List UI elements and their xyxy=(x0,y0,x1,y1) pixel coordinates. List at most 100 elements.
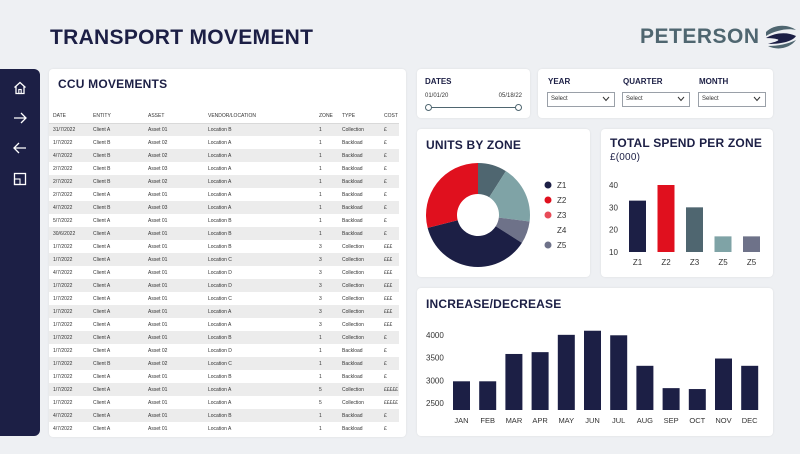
bar[interactable] xyxy=(662,388,680,410)
table-cell: Backload xyxy=(338,409,380,422)
table-row[interactable]: 2/7/2022 Client B Asset 03 Location A 1 Backl… xyxy=(49,162,399,175)
x-tick-label: MAY xyxy=(558,416,574,425)
year-select[interactable]: Select xyxy=(547,92,615,107)
month-label: MONTH xyxy=(699,77,729,86)
table-row[interactable]: 4/7/2022 Client A Asset 01 Location D 3 Colle… xyxy=(49,266,399,279)
table-cell: Collection xyxy=(338,253,380,266)
table-row[interactable]: 1/7/2022 Client B Asset 02 Location A 1 Backl… xyxy=(49,136,399,149)
table-row[interactable]: 4/7/2022 Client B Asset 02 Location A 1 Backl… xyxy=(49,149,399,162)
table-cell: Location C xyxy=(204,357,315,370)
date-start-value[interactable]: 01/01/20 xyxy=(425,93,449,99)
table-cell: Location B xyxy=(208,373,232,380)
bar[interactable] xyxy=(584,330,601,410)
month-select[interactable]: Select xyxy=(698,92,766,107)
bar[interactable] xyxy=(688,389,706,410)
table-row[interactable]: 1/7/2022 Client A Asset 02 Location D 1 Backl… xyxy=(49,344,399,357)
date-end-value[interactable]: 05/18/22 xyxy=(498,93,522,99)
dates-label: DATES xyxy=(425,77,452,86)
table-row[interactable]: 31/7/2022 Client A Asset 01 Location B 1 Coll… xyxy=(49,123,399,136)
bar[interactable] xyxy=(741,365,759,410)
table-cell: Asset 02 xyxy=(144,357,204,370)
table-row[interactable]: 1/7/2022 Client A Asset 01 Location A 5 Colle… xyxy=(49,383,399,396)
nav-home-button[interactable] xyxy=(0,75,40,101)
nav-layout-button[interactable] xyxy=(0,166,40,192)
column-header[interactable]: TYPE xyxy=(338,109,380,124)
bar[interactable] xyxy=(629,200,646,252)
pie-slice[interactable] xyxy=(478,163,506,198)
table-cell: 2/7/2022 xyxy=(53,165,73,172)
x-tick-label: Z1 xyxy=(633,258,643,267)
bar[interactable] xyxy=(479,381,497,410)
table-row[interactable]: 1/7/2022 Client A Asset 01 Location C 3 Colle… xyxy=(49,253,399,266)
table-cell: 1 xyxy=(315,123,338,136)
table-cell: Client A xyxy=(93,399,111,406)
date-slider-end-handle[interactable] xyxy=(515,104,522,111)
table-cell: Backload xyxy=(342,347,363,354)
bar[interactable] xyxy=(743,236,760,252)
y-tick-label: 20 xyxy=(609,226,618,235)
pie-slice[interactable] xyxy=(426,163,478,228)
quarter-select[interactable]: Select xyxy=(622,92,690,107)
y-tick-label: 30 xyxy=(609,203,618,212)
bar[interactable] xyxy=(686,207,703,252)
pie-slice[interactable] xyxy=(489,171,530,222)
table-cell: Location B xyxy=(208,217,232,224)
table-row[interactable]: 1/7/2022 Client A Asset 01 Location A 3 Colle… xyxy=(49,305,399,318)
table-row[interactable]: 1/7/2022 Client A Asset 01 Location B 1 Backl… xyxy=(49,370,399,383)
column-header[interactable]: ASSET xyxy=(144,109,204,124)
x-tick-label: APR xyxy=(532,416,548,425)
column-header[interactable]: COST xyxy=(380,109,399,124)
table-cell: 3 xyxy=(315,253,338,266)
brand-swoosh-icon xyxy=(765,25,796,49)
table-row[interactable]: 1/7/2022 Client A Asset 01 Location D 3 Colle… xyxy=(49,279,399,292)
units-by-zone-title: UNITS BY ZONE xyxy=(426,138,522,152)
table-row[interactable]: 1/7/2022 Client A Asset 01 Location A 3 Colle… xyxy=(49,318,399,331)
bar[interactable] xyxy=(557,334,575,410)
month-select-value: Select xyxy=(702,96,719,102)
date-slider-track[interactable] xyxy=(429,107,519,108)
nav-forward-button[interactable] xyxy=(0,105,40,131)
table-row[interactable]: 1/7/2022 Client A Asset 01 Location B 3 Colle… xyxy=(49,240,399,253)
table-row[interactable]: 1/7/2022 Client A Asset 01 Location B 1 Colle… xyxy=(49,331,399,344)
nav-back-button[interactable] xyxy=(0,135,40,161)
table-row[interactable]: 1/7/2022 Client B Asset 02 Location C 1 Backl… xyxy=(49,357,399,370)
table-row[interactable]: 1/7/2022 Client A Asset 01 Location A 5 Colle… xyxy=(49,396,399,409)
bar[interactable] xyxy=(505,353,523,410)
column-header[interactable]: VENDOR/LOCATION xyxy=(204,109,315,124)
bar[interactable] xyxy=(715,358,732,410)
pie-slice[interactable] xyxy=(427,220,522,267)
table-cell: 1 xyxy=(319,165,322,172)
table-row[interactable]: 2/7/2022 Client B Asset 02 Location A 1 Backl… xyxy=(49,175,399,188)
table-row[interactable]: 4/7/2022 Client A Asset 01 Location B 1 Backl… xyxy=(49,409,399,422)
table-cell: Backload xyxy=(338,227,380,240)
table-row[interactable]: 1/7/2022 Client A Asset 01 Location C 3 Colle… xyxy=(49,292,399,305)
table-row[interactable]: 30/6/2022 Client A Asset 01 Location B 1 Back… xyxy=(49,227,399,240)
bar[interactable] xyxy=(657,185,675,252)
table-cell: 4/7/2022 xyxy=(49,149,89,162)
bar[interactable] xyxy=(636,365,654,410)
column-header[interactable]: ZONE xyxy=(315,109,338,124)
column-header[interactable]: DATE xyxy=(49,109,89,124)
table-cell: Client B xyxy=(89,357,144,370)
table-row[interactable]: 4/7/2022 Client A Asset 01 Location A 1 Backl… xyxy=(49,422,399,435)
table-cell: £ xyxy=(384,191,387,198)
table-row[interactable]: 4/7/2022 Client B Asset 03 Location A 1 Backl… xyxy=(49,201,399,214)
bar[interactable] xyxy=(610,335,628,410)
table-row[interactable]: 2/7/2022 Client A Asset 01 Location A 1 Backl… xyxy=(49,188,399,201)
pie-slice[interactable] xyxy=(495,217,530,243)
table-cell: Asset 01 xyxy=(144,305,204,318)
date-slider-start-handle[interactable] xyxy=(425,104,432,111)
table-cell: Asset 01 xyxy=(144,279,204,292)
table-cell: Client A xyxy=(93,269,111,276)
bar[interactable] xyxy=(714,236,732,252)
bar[interactable] xyxy=(531,352,549,410)
y-tick-label: 3000 xyxy=(426,376,444,385)
table-row[interactable]: 5/7/2022 Client A Asset 01 Location B 1 Backl… xyxy=(49,214,399,227)
table-cell: 3 xyxy=(319,243,322,250)
bar[interactable] xyxy=(453,381,470,410)
table-cell: Client A xyxy=(89,383,144,396)
table-cell: 5/7/2022 xyxy=(53,217,73,224)
table-cell: Location A xyxy=(204,175,315,188)
legend-label: Z4 xyxy=(557,226,567,235)
column-header[interactable]: ENTITY xyxy=(89,109,144,124)
